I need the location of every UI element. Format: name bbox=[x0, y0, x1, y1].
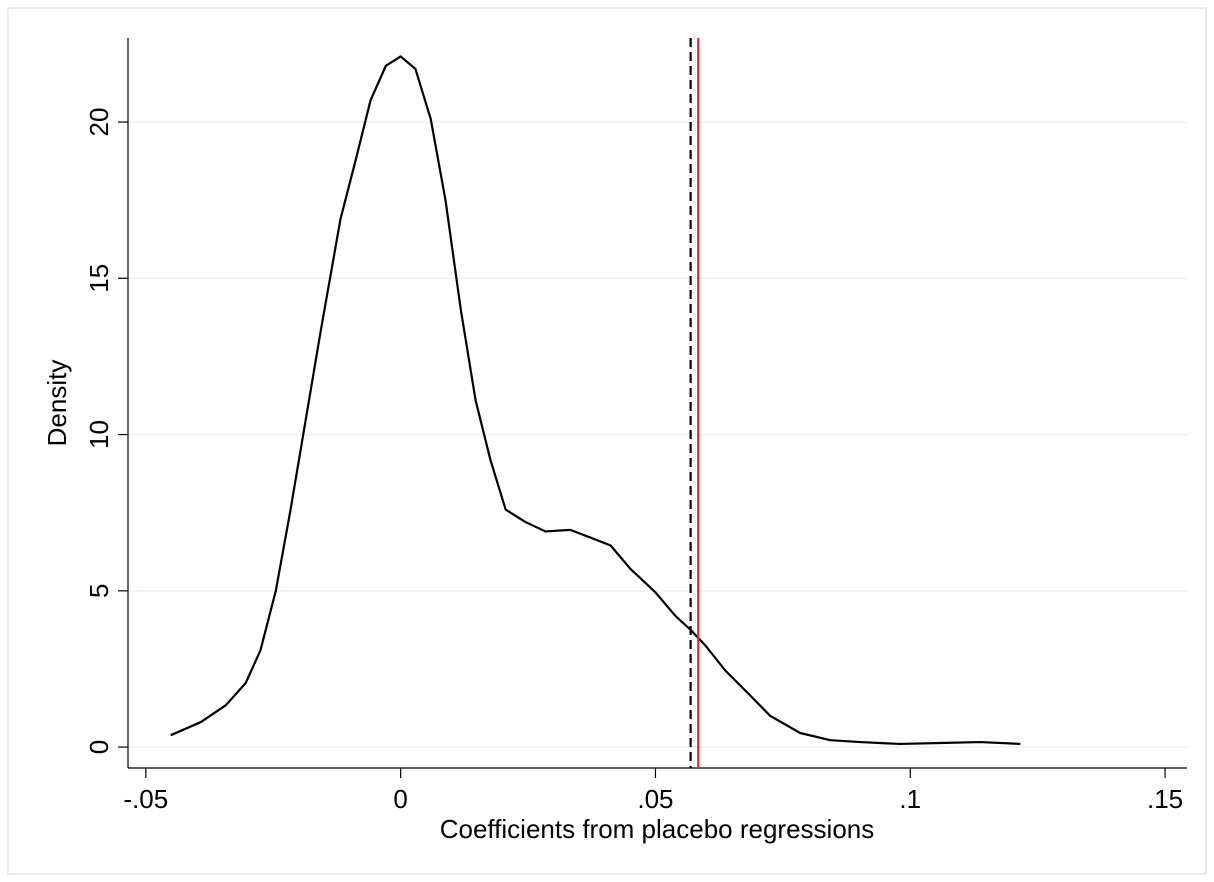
x-tick-label: .15 bbox=[1147, 784, 1183, 814]
x-tick-label: .05 bbox=[637, 784, 673, 814]
x-tick-label: -.05 bbox=[123, 784, 168, 814]
x-tick-label: 0 bbox=[393, 784, 407, 814]
y-tick-label: 10 bbox=[84, 420, 114, 449]
y-tick-label: 15 bbox=[84, 264, 114, 293]
chart-frame bbox=[7, 7, 1207, 875]
y-tick-label: 0 bbox=[84, 740, 114, 754]
y-tick-label: 20 bbox=[84, 108, 114, 137]
density-line bbox=[170, 55, 1021, 746]
x-axis-label: Coefficients from placebo regressions bbox=[440, 814, 875, 844]
y-axis-label: Density bbox=[42, 360, 72, 447]
x-tick-label: .1 bbox=[899, 784, 921, 814]
y-tick-label: 5 bbox=[84, 584, 114, 598]
